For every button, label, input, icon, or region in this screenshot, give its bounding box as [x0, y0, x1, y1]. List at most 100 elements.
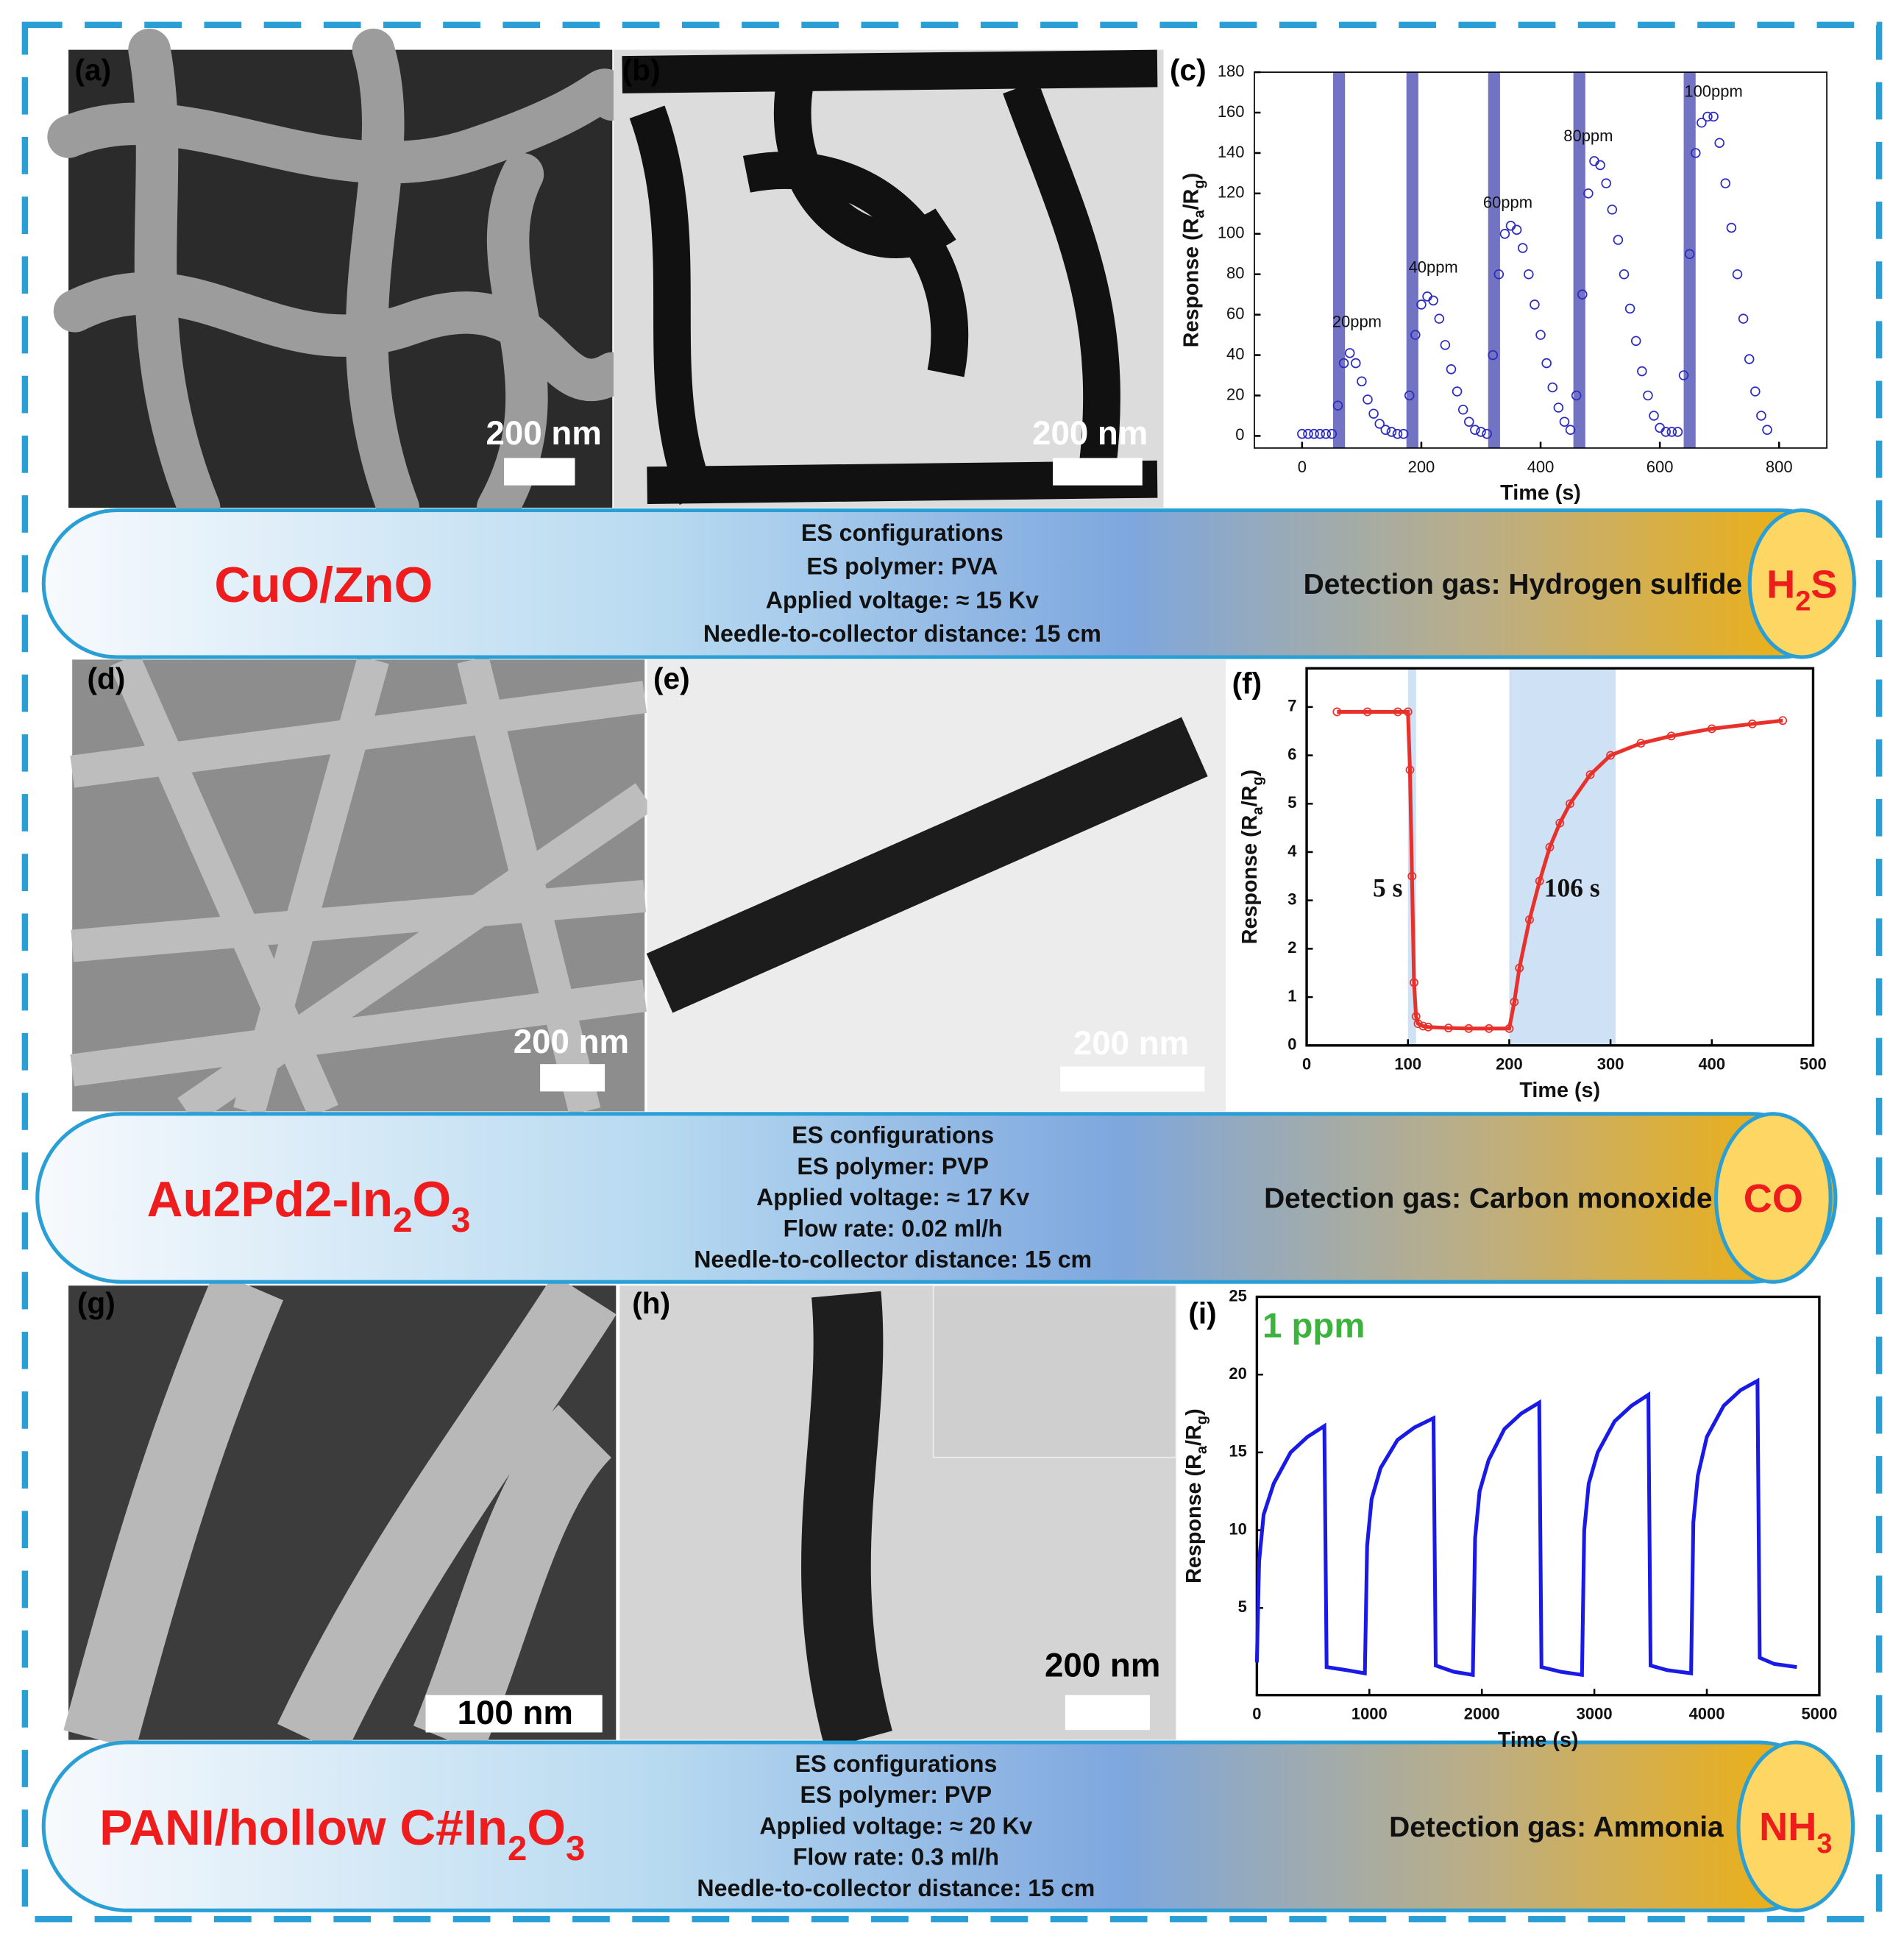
data-marker	[1424, 1022, 1433, 1032]
data-point	[1398, 428, 1409, 439]
dashed-frame	[21, 21, 1883, 1923]
data-point	[1457, 404, 1468, 415]
subscript: 3	[566, 1829, 585, 1868]
x-tick-label: 0	[1302, 1055, 1311, 1074]
y-tick-label: 6	[1287, 745, 1296, 763]
plot-frame	[1305, 667, 1815, 1047]
data-point	[1595, 160, 1605, 171]
image-b	[613, 49, 1164, 508]
data-point	[1404, 390, 1415, 401]
data-marker	[1747, 719, 1757, 728]
data-marker	[1555, 818, 1565, 828]
y-tick-label: 160	[1218, 102, 1245, 121]
x-tick-label: 100	[1394, 1055, 1421, 1074]
data-marker	[1418, 1021, 1428, 1031]
text-segment: CuO/ZnO	[214, 558, 433, 613]
gas-badge	[1713, 1112, 1833, 1284]
subscript: 2	[393, 1201, 412, 1240]
subscript: 2	[1795, 586, 1811, 617]
data-point	[1530, 299, 1540, 310]
data-point	[1649, 411, 1659, 421]
data-marker	[1510, 997, 1519, 1007]
data-point	[1672, 427, 1683, 437]
image-g	[63, 1271, 617, 1756]
y-tick-label: 0	[1235, 425, 1244, 444]
text-segment: )	[1238, 770, 1262, 777]
gas-formula: H2S	[1766, 563, 1837, 617]
exposure-band	[1488, 72, 1500, 448]
config-line: Applied voltage: ≈ 15 Kv	[766, 586, 1039, 613]
text-segment: Response (R	[1238, 815, 1262, 944]
scale-bar-label: 200 nm	[1045, 1647, 1160, 1684]
data-point	[1583, 188, 1594, 199]
subscript: 2	[508, 1829, 527, 1868]
gas-formula: NH3	[1759, 1806, 1832, 1860]
data-point	[1344, 348, 1355, 358]
data-point	[1363, 394, 1373, 405]
y-tick-label: 20	[1229, 1364, 1246, 1383]
data-point	[1511, 224, 1522, 235]
data-point	[1470, 425, 1480, 435]
data-point	[1476, 427, 1486, 437]
y-tick-label: 20	[1226, 385, 1244, 403]
data-point	[1720, 178, 1731, 188]
exposure-band	[1683, 72, 1696, 448]
annotation: 100ppm	[1684, 82, 1742, 100]
y-axis-label: Response (Ra/Rg)	[1179, 173, 1208, 348]
y-tick-label: 5	[1287, 793, 1296, 812]
text-segment: H	[1766, 563, 1795, 607]
data-point	[1386, 427, 1397, 437]
x-axis-label: Time (s)	[1498, 1728, 1579, 1752]
data-point	[1374, 419, 1385, 429]
exposure-band	[1332, 72, 1346, 448]
annotation: 1 ppm	[1262, 1306, 1365, 1345]
y-tick-label: 3	[1287, 890, 1296, 908]
y-tick-label: 4	[1287, 842, 1297, 860]
subscript: g	[1194, 1416, 1210, 1425]
data-point	[1613, 235, 1624, 245]
data-point	[1452, 386, 1463, 397]
exposure-band	[1509, 668, 1616, 1046]
x-tick-label: 200	[1496, 1055, 1523, 1074]
data-point	[1332, 400, 1343, 411]
x-tick-label: 2000	[1464, 1705, 1500, 1723]
gas-badge	[1747, 508, 1856, 659]
data-point	[1303, 428, 1313, 439]
x-tick-label: 1000	[1351, 1705, 1388, 1723]
y-tick-label: 2	[1287, 938, 1296, 957]
x-axis-label: Time (s)	[1519, 1079, 1600, 1102]
data-point	[1697, 117, 1707, 128]
banner	[35, 1112, 1838, 1284]
x-tick-label: 400	[1698, 1055, 1725, 1074]
data-marker	[1405, 765, 1415, 775]
detection-gas: Detection gas: Ammonia	[1389, 1812, 1724, 1843]
data-point	[1524, 269, 1534, 280]
x-tick-label: 3000	[1577, 1705, 1613, 1723]
data-point	[1553, 402, 1564, 413]
data-point	[1321, 428, 1332, 439]
annotation: 20ppm	[1332, 312, 1382, 330]
text-segment: NH	[1759, 1806, 1816, 1850]
y-tick-label: 80	[1226, 264, 1244, 283]
text-segment: /R	[1182, 1425, 1205, 1446]
data-point	[1655, 422, 1665, 433]
config-line: Needle-to-collector distance: 15 cm	[694, 1246, 1092, 1273]
x-tick-label: 400	[1527, 458, 1555, 476]
data-point	[1440, 340, 1451, 350]
data-point	[1744, 354, 1755, 364]
data-point	[1660, 427, 1672, 437]
y-axis-label: Response (Ra/Rg)	[1238, 770, 1267, 945]
data-point	[1589, 156, 1599, 166]
data-point	[1702, 111, 1713, 122]
text-segment: )	[1182, 1408, 1205, 1416]
data-point	[1624, 303, 1635, 314]
data-marker	[1505, 1024, 1514, 1033]
data-point	[1493, 269, 1505, 280]
panel-label: (c)	[1170, 53, 1207, 87]
data-point	[1547, 382, 1558, 393]
y-tick-label: 1	[1287, 987, 1296, 1005]
data-point	[1464, 416, 1474, 427]
data-point	[1326, 428, 1338, 439]
